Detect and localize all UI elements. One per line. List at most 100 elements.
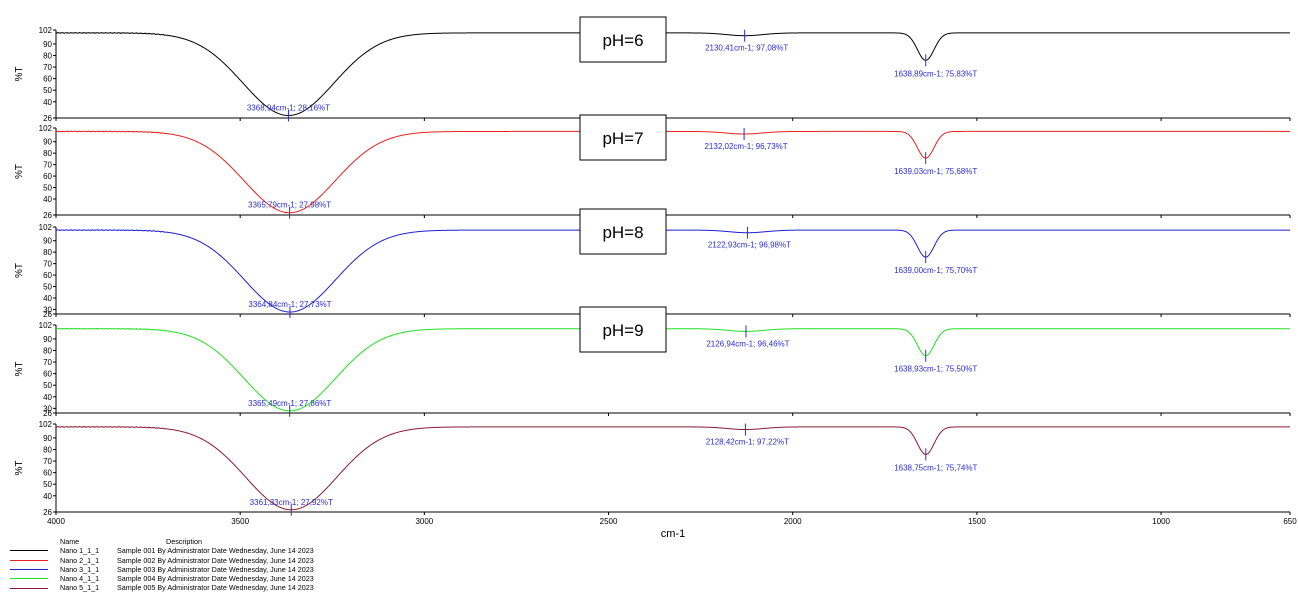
legend-name: Nano 3_1_1 (60, 564, 100, 574)
condition-label: pH=8 (602, 223, 643, 242)
legend-entry: Nano 4_1_1 Sample 004 By Administrator D… (10, 574, 314, 583)
condition-label: pH=7 (602, 129, 643, 148)
y-tick-label: 40 (43, 393, 52, 402)
y-tick-label: 90 (43, 138, 52, 147)
series-line (55, 130, 1290, 214)
y-tick-label: 50 (43, 381, 52, 390)
peak-annotation: 2128,42cm-1; 97,22%T (706, 438, 789, 447)
y-tick-label: 60 (43, 370, 52, 379)
y-tick-label: 102 (39, 124, 53, 133)
y-tick-label: 40 (43, 98, 52, 107)
condition-box: pH=6 (579, 16, 667, 63)
y-tick-label: 26 (43, 508, 52, 517)
y-tick-label: 70 (43, 358, 52, 367)
y-tick-label: 70 (43, 161, 52, 170)
y-tick-label: 80 (43, 51, 52, 60)
x-axis-label: cm-1 (661, 528, 685, 540)
series-line (55, 31, 1290, 116)
peak-annotation: 3365,79cm-1; 27,98%T (248, 201, 331, 210)
y-tick-label: 70 (43, 260, 52, 269)
condition-box: pH=9 (579, 306, 667, 353)
legend-description: Sample 005 By Administrator Date Wednesd… (117, 583, 314, 593)
legend-description: Sample 001 By Administrator Date Wednesd… (117, 546, 314, 556)
peak-annotation: 2132,02cm-1; 96,73%T (704, 142, 787, 151)
y-tick-label: 40 (43, 195, 52, 204)
peak-annotation: 1638,89cm-1; 75,83%T (894, 69, 977, 78)
y-tick-label: 50 (43, 184, 52, 193)
legend-entry: Nano 1_1_1 Sample 001 By Administrator D… (10, 546, 314, 555)
peak-annotation: 3364,84cm-1; 27,73%T (248, 300, 331, 309)
legend-swatch (10, 587, 48, 589)
condition-label: pH=6 (602, 31, 643, 50)
peak-annotation: 1639,00cm-1; 75,70%T (894, 266, 977, 275)
y-axis-label: %T (14, 461, 25, 476)
peak-annotation: 3365,49cm-1; 27,86%T (248, 399, 331, 408)
legend-swatch (10, 569, 48, 571)
peak-annotation: 1638,75cm-1; 75,74%T (894, 463, 977, 472)
y-tick-label: 70 (43, 63, 52, 72)
y-tick-label: 26 (43, 409, 52, 418)
legend-swatch (10, 578, 48, 580)
legend-description: Sample 002 By Administrator Date Wednesd… (117, 555, 314, 565)
y-tick-label: 30 (43, 404, 52, 413)
y-tick-label: 80 (43, 445, 52, 454)
legend-name: Nano 1_1_1 (60, 546, 100, 556)
y-tick-label: 26 (43, 310, 52, 319)
condition-box: pH=8 (579, 208, 667, 255)
y-tick-label: 30 (43, 305, 52, 314)
y-tick-label: 102 (39, 223, 53, 232)
y-tick-label: 50 (43, 86, 52, 95)
x-tick-label: 2500 (600, 517, 618, 526)
y-tick-label: 60 (43, 271, 52, 280)
y-tick-label: 26 (43, 211, 52, 220)
x-tick-label: 3000 (415, 517, 433, 526)
legend-swatch (10, 550, 48, 552)
x-tick-label: 3500 (231, 517, 249, 526)
peak-annotation: 1639,03cm-1; 75,68%T (894, 167, 977, 176)
legend-entry: Nano 5_1_1 Sample 005 By Administrator D… (10, 583, 314, 592)
legend-entry: Nano 2_1_1 Sample 002 By Administrator D… (10, 556, 314, 565)
condition-box-frame (579, 306, 667, 353)
y-tick-label: 40 (43, 294, 52, 303)
condition-label: pH=9 (602, 321, 643, 340)
y-tick-label: 90 (43, 335, 52, 344)
y-tick-label: 90 (43, 40, 52, 49)
x-tick-label: 4000 (47, 517, 65, 526)
peak-annotation: 2122,93cm-1; 96,98%T (708, 241, 791, 250)
legend-header: Name Description (10, 537, 314, 546)
series-line (55, 327, 1290, 412)
y-axis-label: %T (14, 362, 25, 377)
legend-name: Nano 4_1_1 (60, 574, 100, 584)
legend-header-description: Description (166, 537, 202, 546)
y-tick-label: 102 (39, 26, 53, 35)
y-axis-label: %T (14, 164, 25, 179)
peak-annotation: 1638,93cm-1; 75,50%T (894, 365, 977, 374)
y-tick-label: 102 (39, 420, 53, 429)
y-tick-label: 60 (43, 172, 52, 181)
x-tick-label: 1500 (968, 517, 986, 526)
y-tick-label: 50 (43, 283, 52, 292)
y-tick-label: 80 (43, 248, 52, 257)
legend-header-name: Name (60, 537, 80, 546)
y-tick-label: 70 (43, 457, 52, 466)
y-tick-label: 102 (39, 321, 53, 330)
y-axis-label: %T (14, 263, 25, 278)
legend-entry: Nano 3_1_1 Sample 003 By Administrator D… (10, 565, 314, 574)
series-line (55, 425, 1290, 511)
y-tick-label: 40 (43, 492, 52, 501)
y-tick-label: 90 (43, 434, 52, 443)
x-tick-label: 650 (1283, 517, 1297, 526)
spectrum-panel: 102 90 80 70 60 50 40 26 %T 3368,94cm-1; 28,16%T 2… (14, 16, 1291, 123)
spectrum-panel: 102 90 80 70 60 50 40 26 %T 3361,33cm-1; 27,92%T 2… (14, 420, 1291, 517)
legend-description: Sample 003 By Administrator Date Wednesd… (117, 564, 314, 574)
condition-box-frame (579, 16, 667, 63)
y-tick-label: 50 (43, 480, 52, 489)
legend: Name Description Nano 1_1_1 Sample 001 B… (10, 537, 314, 593)
peak-annotation: 2126,94cm-1; 96,46%T (706, 339, 789, 348)
legend-name: Nano 2_1_1 (60, 555, 100, 565)
spectrum-panel: 102 90 80 70 60 50 40 26 %T 3365,79cm-1; 27,98%T 2… (14, 114, 1291, 220)
peak-annotation: 2130,41cm-1; 97,08%T (705, 44, 788, 53)
